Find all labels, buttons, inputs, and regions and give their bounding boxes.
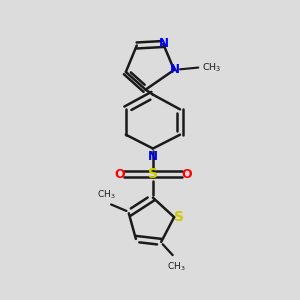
Text: S: S	[174, 210, 184, 224]
Text: S: S	[148, 167, 158, 181]
Text: O: O	[181, 168, 191, 181]
Text: N: N	[159, 37, 169, 50]
Text: CH$_3$: CH$_3$	[167, 260, 185, 273]
Text: CH$_3$: CH$_3$	[97, 188, 116, 201]
Text: CH$_3$: CH$_3$	[202, 61, 221, 74]
Text: O: O	[114, 168, 125, 181]
Text: N: N	[148, 150, 158, 163]
Text: N: N	[170, 63, 180, 76]
